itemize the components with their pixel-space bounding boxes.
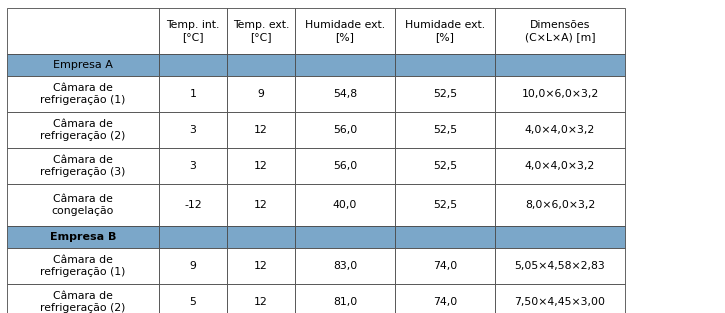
Bar [159,248,227,284]
Bar [295,184,395,226]
Bar [227,112,295,148]
Bar [7,8,159,54]
Bar [159,184,227,226]
Bar [495,54,625,76]
Bar [495,148,625,184]
Bar [7,284,159,313]
Bar [159,76,227,112]
Bar [395,112,495,148]
Text: 52,5: 52,5 [433,161,457,171]
Bar [7,76,159,112]
Text: 52,5: 52,5 [433,89,457,99]
Text: 40,0: 40,0 [333,200,357,210]
Bar [227,148,295,184]
Text: 12: 12 [254,200,268,210]
Bar [495,284,625,313]
Bar [7,248,159,284]
Text: 52,5: 52,5 [433,200,457,210]
Bar [395,8,495,54]
Bar [295,76,395,112]
Bar [495,8,625,54]
Bar [227,54,295,76]
Bar [395,184,495,226]
Bar [159,284,227,313]
Bar [295,226,395,248]
Text: Empresa B: Empresa B [50,232,116,242]
Text: 10,0×6,0×3,2: 10,0×6,0×3,2 [521,89,599,99]
Text: 12: 12 [254,161,268,171]
Text: Empresa A: Empresa A [53,60,113,70]
Text: Câmara de
congelação: Câmara de congelação [51,194,115,216]
Bar [159,226,227,248]
Text: Humidade ext.
[%]: Humidade ext. [%] [305,20,385,42]
Bar [227,284,295,313]
Bar [7,112,159,148]
Bar [7,54,159,76]
Bar [227,8,295,54]
Bar [159,54,227,76]
Bar [159,112,227,148]
Text: Câmara de
refrigeração (2): Câmara de refrigeração (2) [41,119,125,141]
Text: Câmara de
refrigeração (1): Câmara de refrigeração (1) [41,83,125,105]
Text: 12: 12 [254,297,268,307]
Text: 56,0: 56,0 [333,161,357,171]
Text: 81,0: 81,0 [333,297,357,307]
Text: 52,5: 52,5 [433,125,457,135]
Text: 7,50×4,45×3,00: 7,50×4,45×3,00 [515,297,605,307]
Bar [395,148,495,184]
Bar [7,226,159,248]
Text: 9: 9 [189,261,196,271]
Text: 12: 12 [254,261,268,271]
Text: -12: -12 [184,200,202,210]
Bar [295,248,395,284]
Text: Câmara de
refrigeração (1): Câmara de refrigeração (1) [41,255,125,277]
Text: 12: 12 [254,125,268,135]
Text: 1: 1 [189,89,196,99]
Text: 8,0×6,0×3,2: 8,0×6,0×3,2 [525,200,595,210]
Text: 83,0: 83,0 [333,261,357,271]
Text: 5: 5 [189,297,196,307]
Bar [395,248,495,284]
Text: Temp. int.
[°C]: Temp. int. [°C] [166,20,220,42]
Text: Dimensões
(C×L×A) [m]: Dimensões (C×L×A) [m] [525,20,595,42]
Text: 54,8: 54,8 [333,89,357,99]
Text: 56,0: 56,0 [333,125,357,135]
Bar [227,226,295,248]
Text: 3: 3 [189,125,196,135]
Bar [7,184,159,226]
Bar [159,148,227,184]
Text: 3: 3 [189,161,196,171]
Bar [227,184,295,226]
Bar [7,148,159,184]
Bar [495,226,625,248]
Bar [395,284,495,313]
Bar [295,148,395,184]
Bar [227,248,295,284]
Bar [495,184,625,226]
Bar [395,76,495,112]
Text: 74,0: 74,0 [433,297,457,307]
Text: Câmara de
refrigeração (3): Câmara de refrigeração (3) [41,155,125,177]
Bar [495,248,625,284]
Bar [395,226,495,248]
Text: Câmara de
refrigeração (2): Câmara de refrigeração (2) [41,291,125,313]
Bar [495,76,625,112]
Bar [159,8,227,54]
Text: Temp. ext.
[°C]: Temp. ext. [°C] [233,20,289,42]
Bar [295,112,395,148]
Bar [227,76,295,112]
Text: 4,0×4,0×3,2: 4,0×4,0×3,2 [525,125,595,135]
Bar [295,54,395,76]
Bar [395,54,495,76]
Bar [295,8,395,54]
Bar [295,284,395,313]
Bar [495,112,625,148]
Text: 5,05×4,58×2,83: 5,05×4,58×2,83 [515,261,605,271]
Text: 9: 9 [257,89,265,99]
Text: Humidade ext.
[%]: Humidade ext. [%] [405,20,485,42]
Text: 4,0×4,0×3,2: 4,0×4,0×3,2 [525,161,595,171]
Text: 74,0: 74,0 [433,261,457,271]
